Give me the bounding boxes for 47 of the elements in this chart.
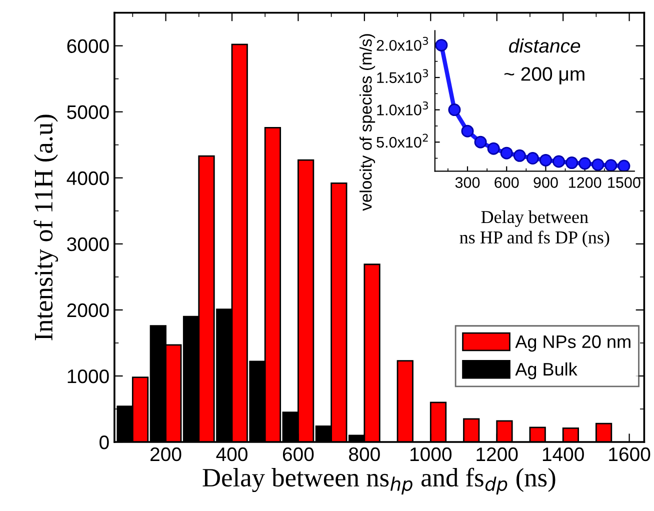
point — [539, 154, 552, 166]
point — [500, 146, 513, 160]
y-tick-label: 1.0x10$^{3}$ — [377, 101, 428, 116]
y-tick-label: 6000 — [67, 39, 109, 54]
y-axis-title: velocity of species (m/s) — [360, 34, 376, 211]
x-tick-label: 600 — [282, 447, 314, 462]
y-tick-label: 5000 — [67, 105, 109, 120]
y-tick-label: 1.5x10$^{3}$ — [377, 69, 428, 84]
x-tick-label: 1200 — [476, 447, 518, 462]
point — [474, 136, 487, 148]
point — [618, 160, 630, 172]
point — [592, 158, 604, 171]
point — [566, 156, 578, 170]
point — [435, 38, 448, 52]
x-tick-label: 1400 — [542, 447, 584, 462]
annotation: ~ 200 μm — [504, 67, 584, 84]
y-axis-title: Intensity of 11H (a.u) — [34, 114, 58, 340]
x-tick-label: 400 — [216, 447, 248, 462]
y-tick-label: 5.0x10$^{2}$ — [376, 134, 428, 148]
x-tick-label: 200 — [150, 447, 182, 462]
legend-label: Ag NPs 20 nm — [515, 335, 630, 352]
y-tick-label: 0 — [100, 435, 109, 450]
point — [461, 124, 474, 138]
point — [513, 149, 526, 162]
x-tick-label: 1600 — [609, 447, 650, 462]
x-tick-label: 1200 — [569, 177, 602, 188]
annotation: distance — [509, 38, 580, 53]
y-tick-label: 1000 — [68, 369, 109, 384]
x-tick-label: 900 — [534, 177, 558, 188]
x-tick-label: 1000 — [410, 447, 452, 462]
y-tick-label: 4000 — [66, 171, 109, 186]
x-axis-title: Delay between ns$_{hp}$ and fs$_{dp}$ (ns) — [202, 468, 556, 495]
y-tick-label: 3000 — [67, 237, 109, 252]
x-tick-label: 1500 — [608, 177, 640, 188]
point — [552, 155, 566, 168]
x-tick-label: 800 — [349, 447, 380, 462]
point — [526, 152, 539, 165]
point — [604, 159, 618, 172]
y-tick-label: 2.0x10$^{3}$ — [376, 36, 428, 51]
y-tick-label: 2000 — [67, 303, 109, 318]
legend-label: Ag Bulk — [515, 362, 578, 380]
point — [448, 104, 461, 116]
x-axis-title: Delay between ns HP and fs DP (ns) — [460, 210, 610, 248]
x-tick-label: 300 — [455, 177, 480, 188]
point — [487, 142, 500, 155]
x-tick-label: 600 — [494, 177, 519, 188]
point — [578, 157, 592, 170]
